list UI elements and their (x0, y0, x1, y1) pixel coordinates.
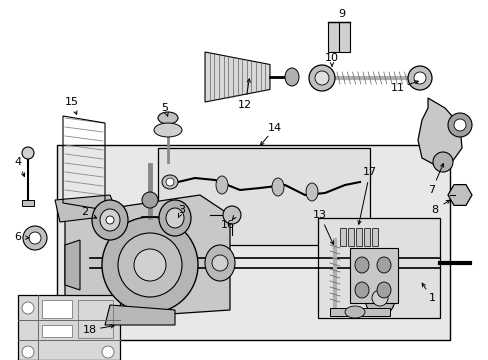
Ellipse shape (162, 175, 178, 189)
Text: 13: 13 (312, 210, 326, 220)
Ellipse shape (345, 306, 364, 318)
Ellipse shape (453, 119, 465, 131)
Ellipse shape (204, 245, 235, 281)
Ellipse shape (92, 200, 128, 240)
Ellipse shape (314, 71, 328, 85)
Ellipse shape (106, 216, 114, 224)
Bar (158, 148, 369, 245)
Polygon shape (204, 52, 269, 102)
Text: 5: 5 (161, 103, 168, 113)
Ellipse shape (142, 192, 158, 208)
Ellipse shape (285, 68, 298, 86)
Ellipse shape (154, 123, 182, 137)
Ellipse shape (376, 282, 390, 298)
Ellipse shape (216, 176, 227, 194)
Text: 8: 8 (430, 205, 438, 215)
Text: 10: 10 (325, 53, 338, 63)
Text: 6: 6 (15, 232, 21, 242)
Ellipse shape (134, 249, 165, 281)
Text: 4: 4 (15, 157, 21, 167)
Ellipse shape (271, 178, 284, 196)
Text: 11: 11 (390, 83, 404, 93)
Bar (317, 218, 439, 318)
Text: 15: 15 (65, 97, 79, 107)
Ellipse shape (223, 206, 241, 224)
Bar (57, 145, 449, 340)
Ellipse shape (100, 209, 120, 231)
Polygon shape (65, 240, 80, 290)
Bar (327, 22, 349, 52)
Ellipse shape (364, 280, 394, 316)
Text: 3: 3 (178, 205, 185, 215)
Bar (22, 200, 34, 206)
Ellipse shape (371, 290, 387, 306)
Bar (42, 300, 72, 318)
Bar (339, 228, 346, 246)
Ellipse shape (432, 152, 452, 172)
Bar (355, 228, 361, 246)
Ellipse shape (413, 72, 425, 84)
Ellipse shape (165, 208, 183, 228)
Ellipse shape (102, 346, 114, 358)
Ellipse shape (159, 200, 191, 236)
Bar (78, 300, 113, 338)
Ellipse shape (447, 113, 471, 137)
Ellipse shape (212, 255, 227, 271)
Ellipse shape (407, 66, 431, 90)
Ellipse shape (354, 257, 368, 273)
Text: 9: 9 (338, 9, 345, 19)
Ellipse shape (354, 282, 368, 298)
Bar (349, 248, 397, 303)
Ellipse shape (158, 112, 178, 124)
Ellipse shape (376, 257, 390, 273)
Polygon shape (65, 195, 229, 320)
Polygon shape (329, 308, 389, 316)
Polygon shape (447, 185, 471, 206)
Ellipse shape (308, 65, 334, 91)
Text: 7: 7 (427, 185, 435, 195)
Polygon shape (18, 295, 120, 360)
Ellipse shape (22, 346, 34, 358)
Text: 1: 1 (427, 293, 435, 303)
Ellipse shape (29, 232, 41, 244)
Bar (42, 325, 72, 337)
Text: 2: 2 (81, 207, 88, 217)
Text: 18: 18 (83, 325, 97, 335)
Ellipse shape (22, 147, 34, 159)
Text: 17: 17 (362, 167, 376, 177)
Ellipse shape (102, 217, 198, 313)
Ellipse shape (22, 302, 34, 314)
Text: 12: 12 (238, 100, 251, 110)
Bar (347, 228, 353, 246)
Ellipse shape (118, 233, 182, 297)
Polygon shape (55, 195, 118, 222)
Polygon shape (105, 305, 175, 325)
Text: 14: 14 (267, 123, 282, 133)
Text: 16: 16 (221, 220, 235, 230)
Polygon shape (417, 98, 461, 165)
Ellipse shape (165, 178, 174, 186)
Ellipse shape (305, 183, 317, 201)
Ellipse shape (23, 226, 47, 250)
Bar (363, 228, 369, 246)
Bar (371, 228, 377, 246)
